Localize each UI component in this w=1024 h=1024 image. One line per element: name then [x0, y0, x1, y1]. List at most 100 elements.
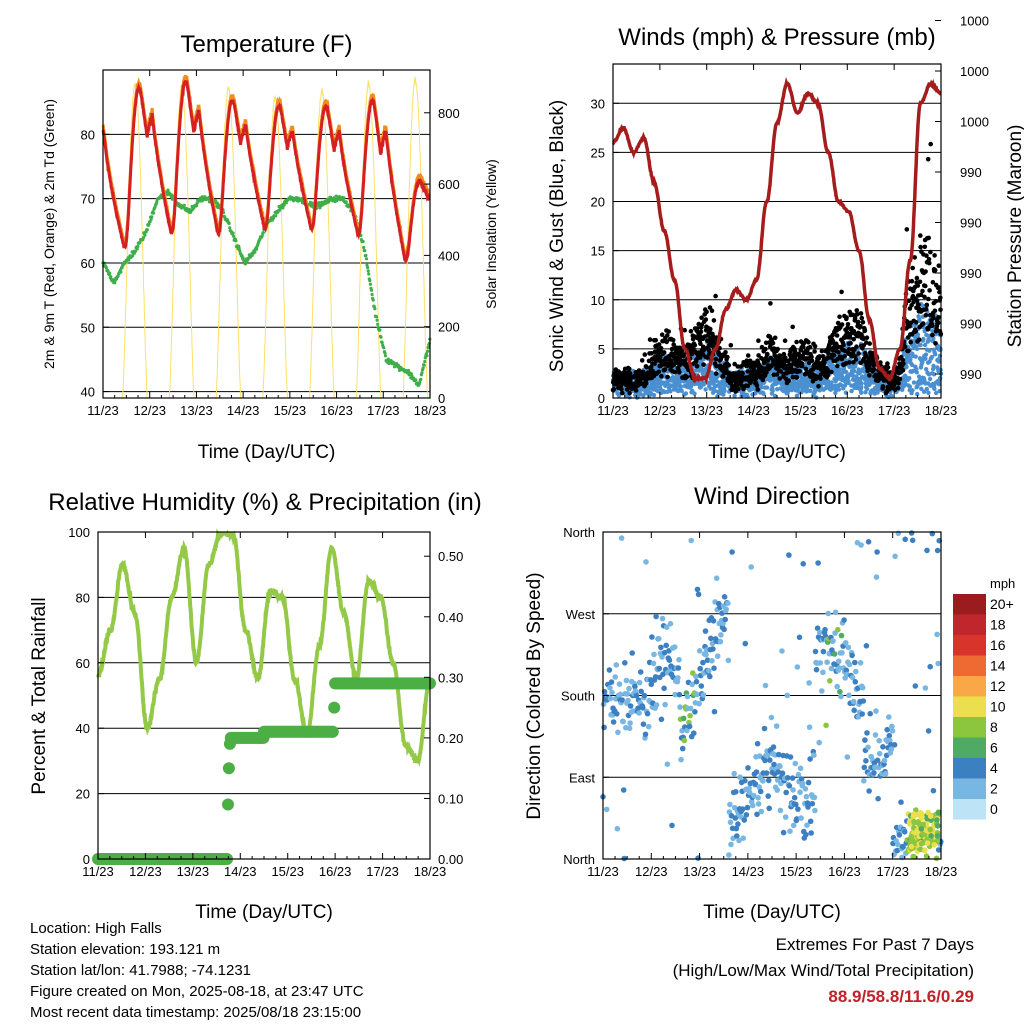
gust-point — [831, 353, 837, 358]
x-tick-label: 14/23 — [732, 864, 765, 879]
temp-2m-line — [101, 79, 431, 264]
direction-point — [935, 823, 941, 829]
y-right-tick-label: 800 — [438, 106, 460, 121]
elevation-text: Station elevation: 193.121 m — [30, 941, 221, 958]
direction-point — [799, 780, 806, 787]
direction-point — [805, 779, 812, 786]
direction-point — [820, 648, 827, 655]
direction-point — [727, 801, 733, 808]
direction-point — [694, 691, 700, 698]
direction-point — [641, 692, 648, 699]
gust-point — [922, 294, 927, 300]
y-tick-label: 80 — [76, 590, 90, 605]
gust-point — [926, 235, 931, 241]
direction-point — [695, 591, 702, 598]
gust-point — [842, 354, 847, 359]
direction-point — [822, 626, 828, 633]
legend-swatch — [953, 696, 986, 717]
direction-point — [922, 685, 929, 691]
legend-label: 12 — [990, 678, 1006, 694]
gust-point — [928, 249, 933, 255]
gust-point — [726, 363, 732, 368]
direction-point — [865, 744, 871, 751]
legend-label: 0 — [990, 801, 998, 817]
direction-point — [789, 775, 796, 781]
direction-point — [859, 684, 866, 691]
x-tick-label: 16/23 — [319, 864, 352, 879]
direction-point — [860, 698, 867, 704]
gust-point — [922, 244, 928, 250]
gust-point — [909, 278, 915, 284]
gust-point — [917, 279, 923, 285]
y-tick-label: 25 — [591, 145, 605, 160]
dewpoint-point — [380, 341, 384, 345]
y-axis-label: Direction (Colored By Speed) — [524, 572, 545, 819]
legend-swatch — [953, 614, 986, 635]
direction-point — [735, 821, 741, 827]
gust-point — [897, 376, 903, 382]
gust-point — [799, 363, 805, 369]
gust-point — [790, 324, 795, 330]
precip-point — [326, 725, 339, 738]
gust-point — [933, 341, 938, 346]
gust-point — [913, 320, 919, 325]
direction-point — [761, 725, 768, 732]
dewpoint-point — [151, 211, 156, 215]
y-axis-label: Sonic Wind & Gust (Blue, Black) — [547, 100, 568, 372]
dewpoint-point — [317, 201, 321, 205]
direction-point — [620, 787, 627, 793]
gust-point — [643, 381, 649, 386]
gust-point — [656, 369, 662, 375]
direction-point — [909, 537, 916, 544]
x-tick-label: 11/23 — [87, 403, 119, 418]
dewpoint-point — [143, 233, 147, 237]
gust-point — [698, 329, 704, 335]
direction-point — [667, 620, 674, 627]
direction-point — [865, 539, 872, 545]
legend-label: 6 — [990, 740, 998, 756]
direction-point — [755, 801, 762, 807]
y-right-tick-label: 990 — [960, 317, 982, 332]
direction-point — [858, 542, 864, 548]
direction-point — [827, 678, 833, 684]
y-tick-label: 10 — [591, 293, 605, 308]
x-tick-label: 15/23 — [271, 864, 304, 879]
direction-point — [709, 658, 715, 664]
direction-point — [729, 549, 735, 555]
direction-point — [800, 561, 806, 567]
legend-label: 2 — [990, 781, 998, 797]
chart-title: Winds (mph) & Pressure (mb) — [618, 24, 935, 51]
dewpoint-point — [234, 239, 238, 243]
gust-point — [923, 269, 928, 274]
gust-point — [923, 306, 929, 312]
gust-point — [844, 315, 849, 320]
direction-point — [795, 806, 801, 812]
direction-point — [767, 757, 773, 763]
direction-point — [839, 650, 845, 656]
y-right-tick-label: 200 — [438, 320, 460, 335]
direction-point — [902, 536, 908, 543]
direction-point — [777, 763, 783, 770]
gust-point — [916, 302, 921, 308]
direction-point — [777, 807, 784, 814]
gust-point — [816, 384, 821, 389]
x-tick-label: 14/23 — [737, 403, 770, 418]
direction-point — [676, 656, 682, 663]
dewpoint-point — [426, 349, 430, 353]
direction-point — [653, 613, 659, 620]
dewpoint-point — [366, 265, 370, 270]
direction-point — [601, 724, 607, 731]
direction-point — [898, 799, 904, 805]
wind-point — [859, 384, 864, 390]
wind-point — [698, 385, 703, 390]
wind-point — [703, 387, 708, 392]
direction-point — [656, 635, 662, 642]
gust-point — [765, 351, 770, 357]
wind-point — [676, 388, 681, 394]
direction-point — [927, 663, 933, 670]
gust-point — [853, 357, 859, 362]
panel-1: Temperature (F)11/23 12/23 13/23 14/23 15/23… — [41, 31, 499, 463]
gust-point — [920, 321, 926, 326]
dewpoint-point — [382, 346, 386, 350]
y-right-tick-label: 0.50 — [438, 549, 463, 564]
